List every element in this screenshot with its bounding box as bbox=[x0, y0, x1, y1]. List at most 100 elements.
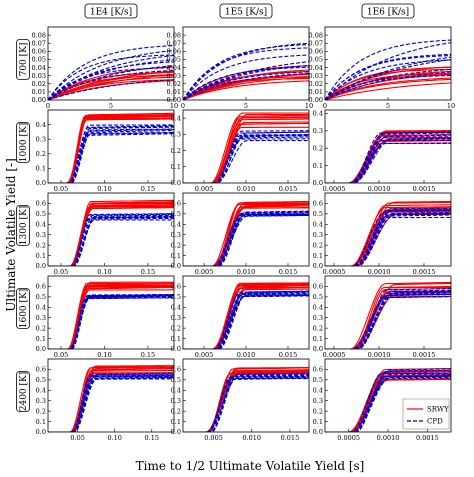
x-tick-label: 0.015 bbox=[279, 268, 298, 276]
panel-series bbox=[325, 200, 451, 266]
cpd-line bbox=[48, 133, 174, 183]
srwy-line bbox=[183, 284, 309, 349]
y-tick-label: 0.2 bbox=[171, 147, 181, 155]
srwy-line bbox=[183, 116, 309, 183]
cpd-line bbox=[183, 212, 309, 266]
panel-frame bbox=[324, 275, 452, 350]
cpd-line bbox=[325, 136, 451, 183]
panel-1-2: 0 5 100.000.010.020.030.040.050.060.070.08 bbox=[167, 26, 313, 110]
srwy-line bbox=[325, 139, 451, 183]
cpd-line bbox=[48, 214, 174, 266]
column-title-1: 1E4 [K/s] bbox=[84, 3, 138, 19]
srwy-line bbox=[325, 77, 451, 100]
srwy-line bbox=[183, 73, 309, 100]
cpd-line bbox=[325, 296, 451, 349]
srwy-line bbox=[183, 122, 309, 183]
x-tick-label: 0.015 bbox=[279, 351, 298, 359]
y-tick-label: 0.3 bbox=[36, 231, 46, 239]
y-tick-label: 0.06 bbox=[167, 48, 181, 56]
panel-frame bbox=[47, 358, 175, 433]
y-tick-label: 0.4 bbox=[36, 121, 46, 129]
srwy-line bbox=[183, 80, 309, 100]
cpd-line bbox=[48, 216, 174, 266]
srwy-line bbox=[48, 115, 174, 183]
y-tick-label: 0.6 bbox=[171, 283, 181, 291]
srwy-line bbox=[183, 202, 309, 266]
panel-series bbox=[325, 39, 451, 100]
cpd-line bbox=[48, 376, 174, 432]
x-tick-label: 5 bbox=[386, 102, 390, 110]
x-axis-label: Time to 1/2 Ultimate Volatile Yield [s] bbox=[136, 459, 365, 473]
cpd-line bbox=[48, 213, 174, 266]
y-tick-label: 0.03 bbox=[167, 72, 181, 80]
row-title-text: 1300 [K] bbox=[19, 206, 29, 246]
srwy-line bbox=[325, 292, 451, 349]
srwy-line bbox=[183, 369, 309, 432]
y-tick-label: 0.5 bbox=[36, 376, 46, 384]
cpd-line bbox=[48, 376, 174, 432]
srwy-line bbox=[48, 115, 174, 183]
srwy-line bbox=[325, 295, 451, 349]
x-tick-label: 0.0015 bbox=[413, 185, 436, 193]
cpd-line bbox=[48, 293, 174, 349]
column-title-text: 1E5 [K/s] bbox=[225, 8, 267, 18]
cpd-line bbox=[325, 137, 451, 183]
y-tick-label: 0.01 bbox=[309, 88, 323, 96]
cpd-line bbox=[48, 296, 174, 349]
cpd-line bbox=[325, 209, 451, 266]
row-title-text: 1000 [K] bbox=[19, 123, 29, 163]
x-tick-label: 0.005 bbox=[204, 434, 223, 442]
y-tick-label: 0.3 bbox=[171, 231, 181, 239]
cpd-line bbox=[48, 128, 174, 183]
y-tick-label: 0.3 bbox=[171, 314, 181, 322]
x-tick-label: 0.10 bbox=[97, 268, 111, 276]
y-tick-label: 0.08 bbox=[167, 31, 181, 39]
cpd-line bbox=[325, 139, 451, 183]
x-tick-label: 0.10 bbox=[97, 185, 111, 193]
y-tick-label: 0.1 bbox=[36, 165, 46, 173]
cpd-line bbox=[183, 212, 309, 266]
cpd-line bbox=[325, 131, 451, 183]
srwy-line bbox=[183, 283, 309, 349]
cpd-line bbox=[48, 373, 174, 432]
cpd-line bbox=[48, 128, 174, 183]
panel-series bbox=[183, 42, 309, 100]
cpd-line bbox=[48, 215, 174, 266]
srwy-line bbox=[48, 118, 174, 183]
srwy-line bbox=[325, 140, 451, 183]
srwy-line bbox=[183, 114, 309, 183]
y-tick-label: 0.5 bbox=[36, 210, 46, 218]
panel-series bbox=[48, 365, 174, 432]
y-tick-label: 0.2 bbox=[171, 407, 181, 415]
y-tick-label: 0.3 bbox=[313, 127, 323, 135]
cpd-line bbox=[48, 297, 174, 349]
srwy-line bbox=[325, 82, 451, 100]
x-tick-label: 0.15 bbox=[145, 434, 159, 442]
cpd-line bbox=[48, 294, 174, 349]
row-title-text: 2400 [K] bbox=[19, 372, 29, 412]
cpd-line bbox=[48, 295, 174, 349]
y-tick-label: 0.4 bbox=[171, 114, 181, 122]
panel-series bbox=[325, 281, 451, 349]
x-tick-label: 0.15 bbox=[141, 351, 155, 359]
y-tick-label: 0.0 bbox=[36, 179, 46, 187]
srwy-line bbox=[325, 293, 451, 349]
y-tick-label: 0.1 bbox=[171, 335, 181, 343]
srwy-line bbox=[183, 207, 309, 266]
y-tick-label: 0.1 bbox=[171, 252, 181, 260]
panel-frame bbox=[324, 109, 452, 184]
y-tick-label: 0.3 bbox=[313, 231, 323, 239]
y-tick-label: 0.6 bbox=[171, 366, 181, 374]
cpd-line bbox=[325, 56, 451, 100]
srwy-line bbox=[183, 371, 309, 432]
srwy-line bbox=[183, 112, 309, 183]
srwy-line bbox=[325, 137, 451, 183]
srwy-line bbox=[48, 74, 174, 100]
panel-series bbox=[48, 45, 174, 100]
srwy-line bbox=[48, 281, 174, 349]
x-tick-label: 0.0005 bbox=[323, 268, 346, 276]
y-tick-label: 0.2 bbox=[313, 407, 323, 415]
cpd-line bbox=[325, 212, 451, 266]
cpd-line bbox=[183, 377, 309, 432]
srwy-line bbox=[183, 113, 309, 183]
